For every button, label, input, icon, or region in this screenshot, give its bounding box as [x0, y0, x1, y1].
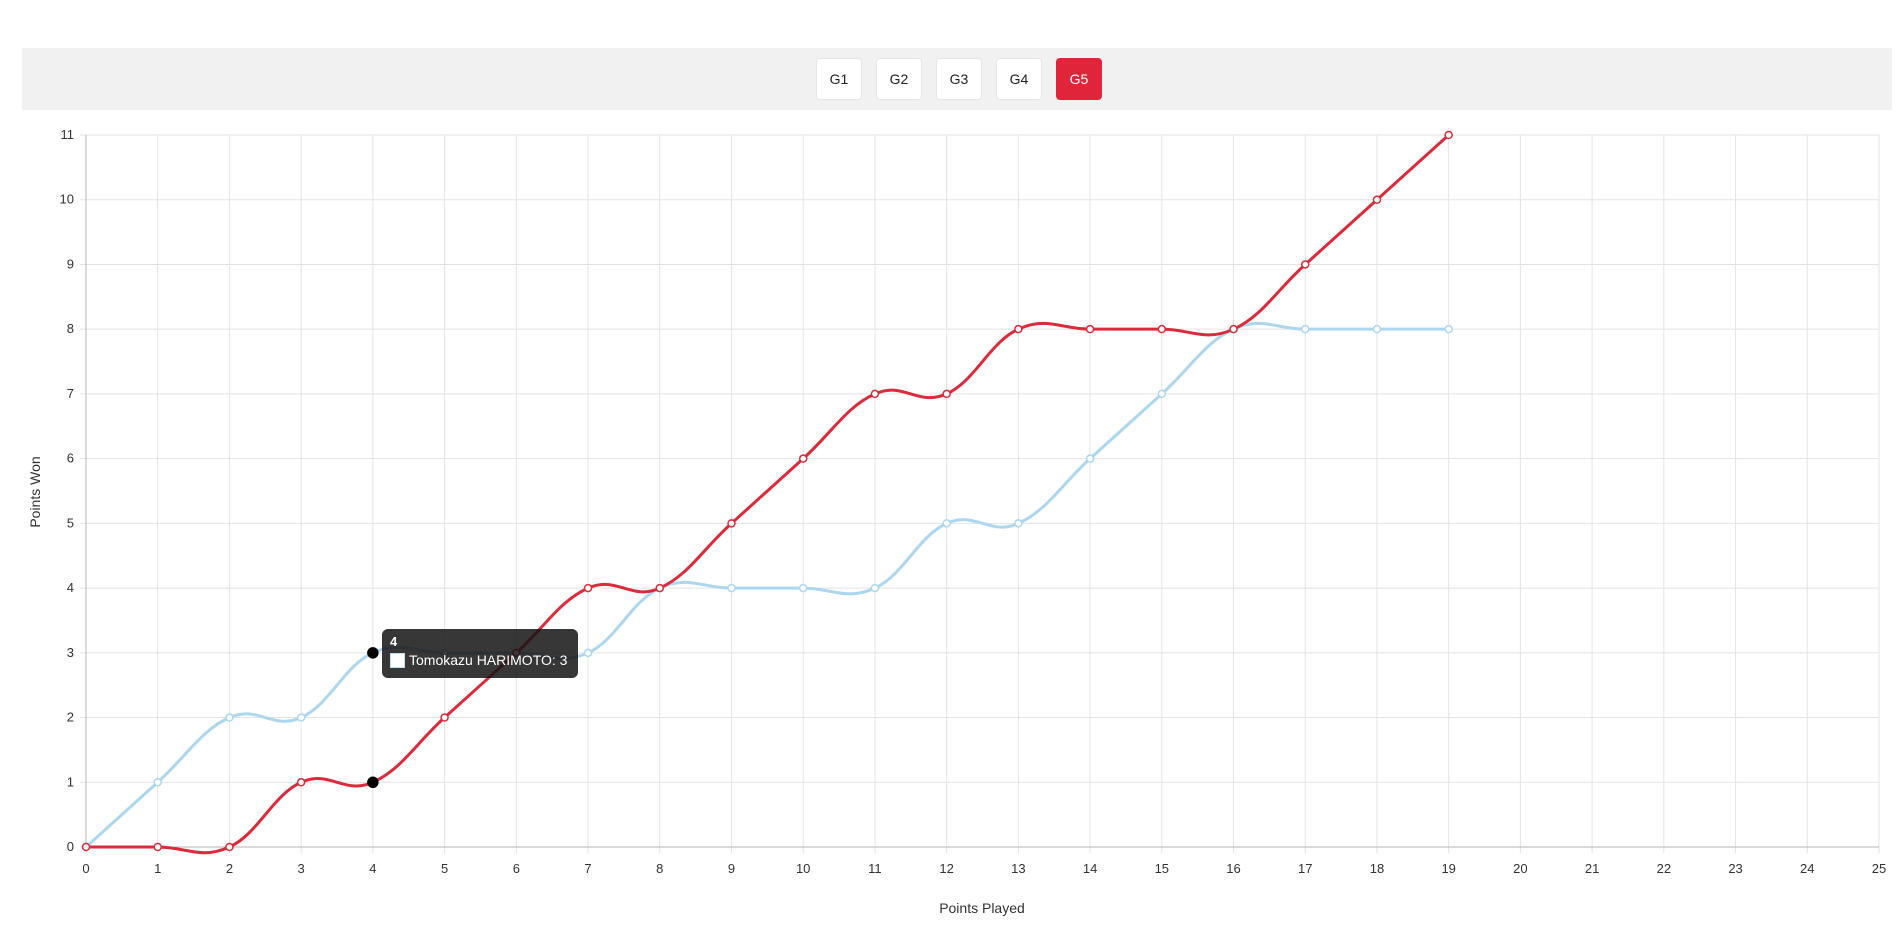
y-tick-label: 10 [60, 192, 74, 207]
data-point-0[interactable] [942, 389, 951, 399]
data-point-0[interactable] [225, 842, 234, 852]
data-point-1[interactable] [367, 647, 379, 659]
x-tick-label: 3 [298, 861, 305, 876]
y-tick-label: 1 [67, 774, 74, 789]
data-point-0[interactable] [1300, 260, 1310, 269]
y-tick-label: 7 [67, 386, 74, 401]
data-point-1[interactable] [1444, 324, 1453, 334]
tooltip-title: 4 [390, 634, 398, 649]
x-tick-label: 4 [369, 861, 376, 876]
x-axis-label: Points Played [939, 900, 1025, 916]
tab-g5[interactable]: G5 [1056, 58, 1102, 100]
x-tick-label: 23 [1728, 861, 1742, 876]
tab-g4[interactable]: G4 [996, 58, 1042, 100]
x-tick-label: 13 [1011, 861, 1025, 876]
data-point-1[interactable] [798, 583, 808, 593]
data-point-1[interactable] [1372, 324, 1382, 334]
x-tick-label: 10 [796, 861, 810, 876]
x-tick-label: 2 [226, 861, 233, 876]
data-point-1[interactable] [296, 713, 306, 722]
game-tabs: G1 G2 G3 G4 G5 [816, 58, 1116, 100]
x-tick-label: 12 [939, 861, 953, 876]
data-point-1[interactable] [1157, 389, 1167, 399]
data-point-1[interactable] [1085, 454, 1095, 463]
x-tick-label: 25 [1872, 861, 1886, 876]
data-point-1[interactable] [1300, 324, 1310, 334]
data-point-0[interactable] [1014, 324, 1023, 334]
x-tick-label: 22 [1657, 861, 1671, 876]
x-axis-ticks: 0 1 2 3 4 5 6 7 8 9 10 11 12 13 14 15 16 17 18 19 20 21 22 23 24… [82, 861, 1886, 876]
y-axis-ticks: 0 1 2 3 4 5 6 7 8 9 10 11 [60, 127, 74, 854]
y-tick-label: 3 [67, 645, 74, 660]
data-point-0[interactable] [367, 776, 379, 789]
data-point-1[interactable] [225, 713, 234, 722]
y-tick-label: 2 [67, 710, 74, 725]
x-tick-label: 15 [1155, 861, 1169, 876]
data-point-0[interactable] [727, 519, 736, 528]
chart-grid [80, 134, 1880, 853]
y-tick-label: 4 [67, 580, 74, 595]
x-tick-label: 20 [1513, 861, 1527, 876]
x-tick-label: 24 [1800, 861, 1814, 876]
data-point-1[interactable] [583, 648, 593, 658]
y-tick-label: 0 [67, 839, 74, 854]
y-axis-label: Points Won [27, 456, 43, 527]
data-point-0[interactable] [1229, 324, 1238, 334]
data-point-0[interactable] [153, 842, 162, 852]
data-point-1[interactable] [727, 583, 736, 593]
tooltip-label: Tomokazu HARIMOTO: 3 [409, 652, 568, 668]
y-tick-label: 5 [67, 515, 74, 530]
data-tooltip: 4 Tomokazu HARIMOTO: 3 [382, 629, 578, 678]
data-point-0[interactable] [440, 713, 449, 722]
x-tick-label: 5 [441, 861, 448, 876]
data-point-1[interactable] [1014, 519, 1023, 528]
x-tick-label: 0 [82, 861, 89, 876]
tab-g1[interactable]: G1 [816, 58, 862, 100]
x-tick-label: 16 [1226, 861, 1240, 876]
x-tick-label: 6 [513, 861, 520, 876]
y-tick-label: 11 [61, 127, 75, 142]
data-point-0[interactable] [655, 583, 665, 593]
data-point-0[interactable] [583, 583, 593, 593]
data-point-0[interactable] [296, 778, 306, 787]
tab-g2[interactable]: G2 [876, 58, 922, 100]
data-point-0[interactable] [870, 389, 880, 399]
tab-g3[interactable]: G3 [936, 58, 982, 100]
series-line-0 [86, 133, 1450, 855]
x-tick-label: 17 [1298, 861, 1312, 876]
x-tick-label: 7 [584, 861, 591, 876]
x-tick-label: 19 [1441, 861, 1455, 876]
data-point-0[interactable] [1444, 130, 1453, 140]
chart-series [81, 130, 1453, 855]
data-point-0[interactable] [798, 454, 808, 463]
data-point-1[interactable] [153, 778, 162, 787]
y-tick-label: 8 [67, 321, 74, 336]
x-tick-label: 1 [154, 861, 161, 876]
x-tick-label: 14 [1083, 861, 1097, 876]
data-point-0[interactable] [81, 842, 91, 852]
x-tick-label: 9 [728, 861, 735, 876]
data-point-0[interactable] [1085, 324, 1095, 334]
data-point-0[interactable] [1157, 324, 1167, 334]
series-line-1 [84, 321, 1449, 849]
y-tick-label: 9 [67, 256, 74, 271]
data-point-1[interactable] [870, 583, 880, 593]
data-point-0[interactable] [1372, 195, 1382, 204]
x-tick-label: 8 [656, 861, 663, 876]
data-point-1[interactable] [942, 519, 951, 528]
y-tick-label: 6 [67, 451, 74, 466]
x-tick-label: 21 [1585, 861, 1599, 876]
x-tick-label: 18 [1370, 861, 1384, 876]
tooltip-row: Tomokazu HARIMOTO: 3 [390, 650, 570, 670]
tooltip-swatch [390, 652, 405, 668]
x-tick-label: 11 [868, 861, 882, 876]
